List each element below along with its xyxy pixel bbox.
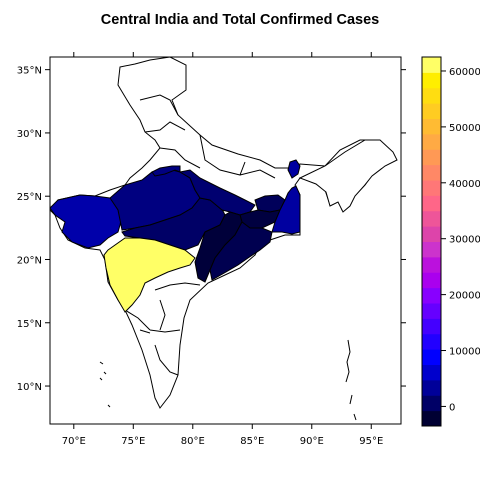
legend-color-step (422, 211, 441, 227)
legend-color-step (422, 195, 441, 211)
legend-color-step (422, 411, 441, 427)
legend-color-step (422, 288, 441, 304)
lon-tick-label: 95°E (359, 436, 383, 447)
lon-tick-label: 85°E (240, 436, 264, 447)
lat-tick-label: 10°N (17, 382, 42, 393)
legend-tick-label: 40000 (449, 179, 480, 190)
legend-color-step (422, 180, 441, 196)
lat-tick-label: 25°N (17, 192, 42, 203)
legend-color-step (422, 165, 441, 181)
legend-color-step (422, 72, 441, 88)
legend-color-step (422, 242, 441, 258)
lon-tick-label: 75°E (121, 436, 145, 447)
lon-tick-label: 80°E (181, 436, 205, 447)
legend-color-step (422, 257, 441, 273)
legend-color-step (422, 57, 441, 73)
legend-color-step (422, 88, 441, 104)
legend-tick-label: 10000 (449, 347, 480, 358)
legend-color-step (422, 334, 441, 350)
legend-color-step (422, 365, 441, 381)
legend-color-step (422, 349, 441, 365)
legend-color-step (422, 103, 441, 119)
lat-tick-label: 30°N (17, 129, 42, 140)
legend-tick-label: 30000 (449, 235, 480, 246)
lat-tick-label: 15°N (17, 319, 42, 330)
legend-tick-label: 50000 (449, 123, 480, 134)
lat-tick-label: 35°N (17, 66, 42, 77)
legend-tick-label: 60000 (449, 67, 480, 78)
legend-color-step (422, 119, 441, 135)
legend-colorbar: 0 10000 20000 30000 40000 50000 60000 (422, 57, 480, 427)
lon-tick-label: 90°E (300, 436, 324, 447)
legend-tick-label: 20000 (449, 291, 480, 302)
lon-tick-label: 70°E (62, 436, 86, 447)
legend-color-step (422, 226, 441, 242)
lat-tick-label: 20°N (17, 255, 42, 266)
legend-color-step (422, 272, 441, 288)
legend-color-step (422, 395, 441, 411)
legend-color-step (422, 149, 441, 165)
legend-color-step (422, 318, 441, 334)
legend-color-step (422, 380, 441, 396)
legend-color-step (422, 303, 441, 319)
legend-color-step (422, 134, 441, 150)
legend-tick-label: 0 (449, 402, 455, 413)
